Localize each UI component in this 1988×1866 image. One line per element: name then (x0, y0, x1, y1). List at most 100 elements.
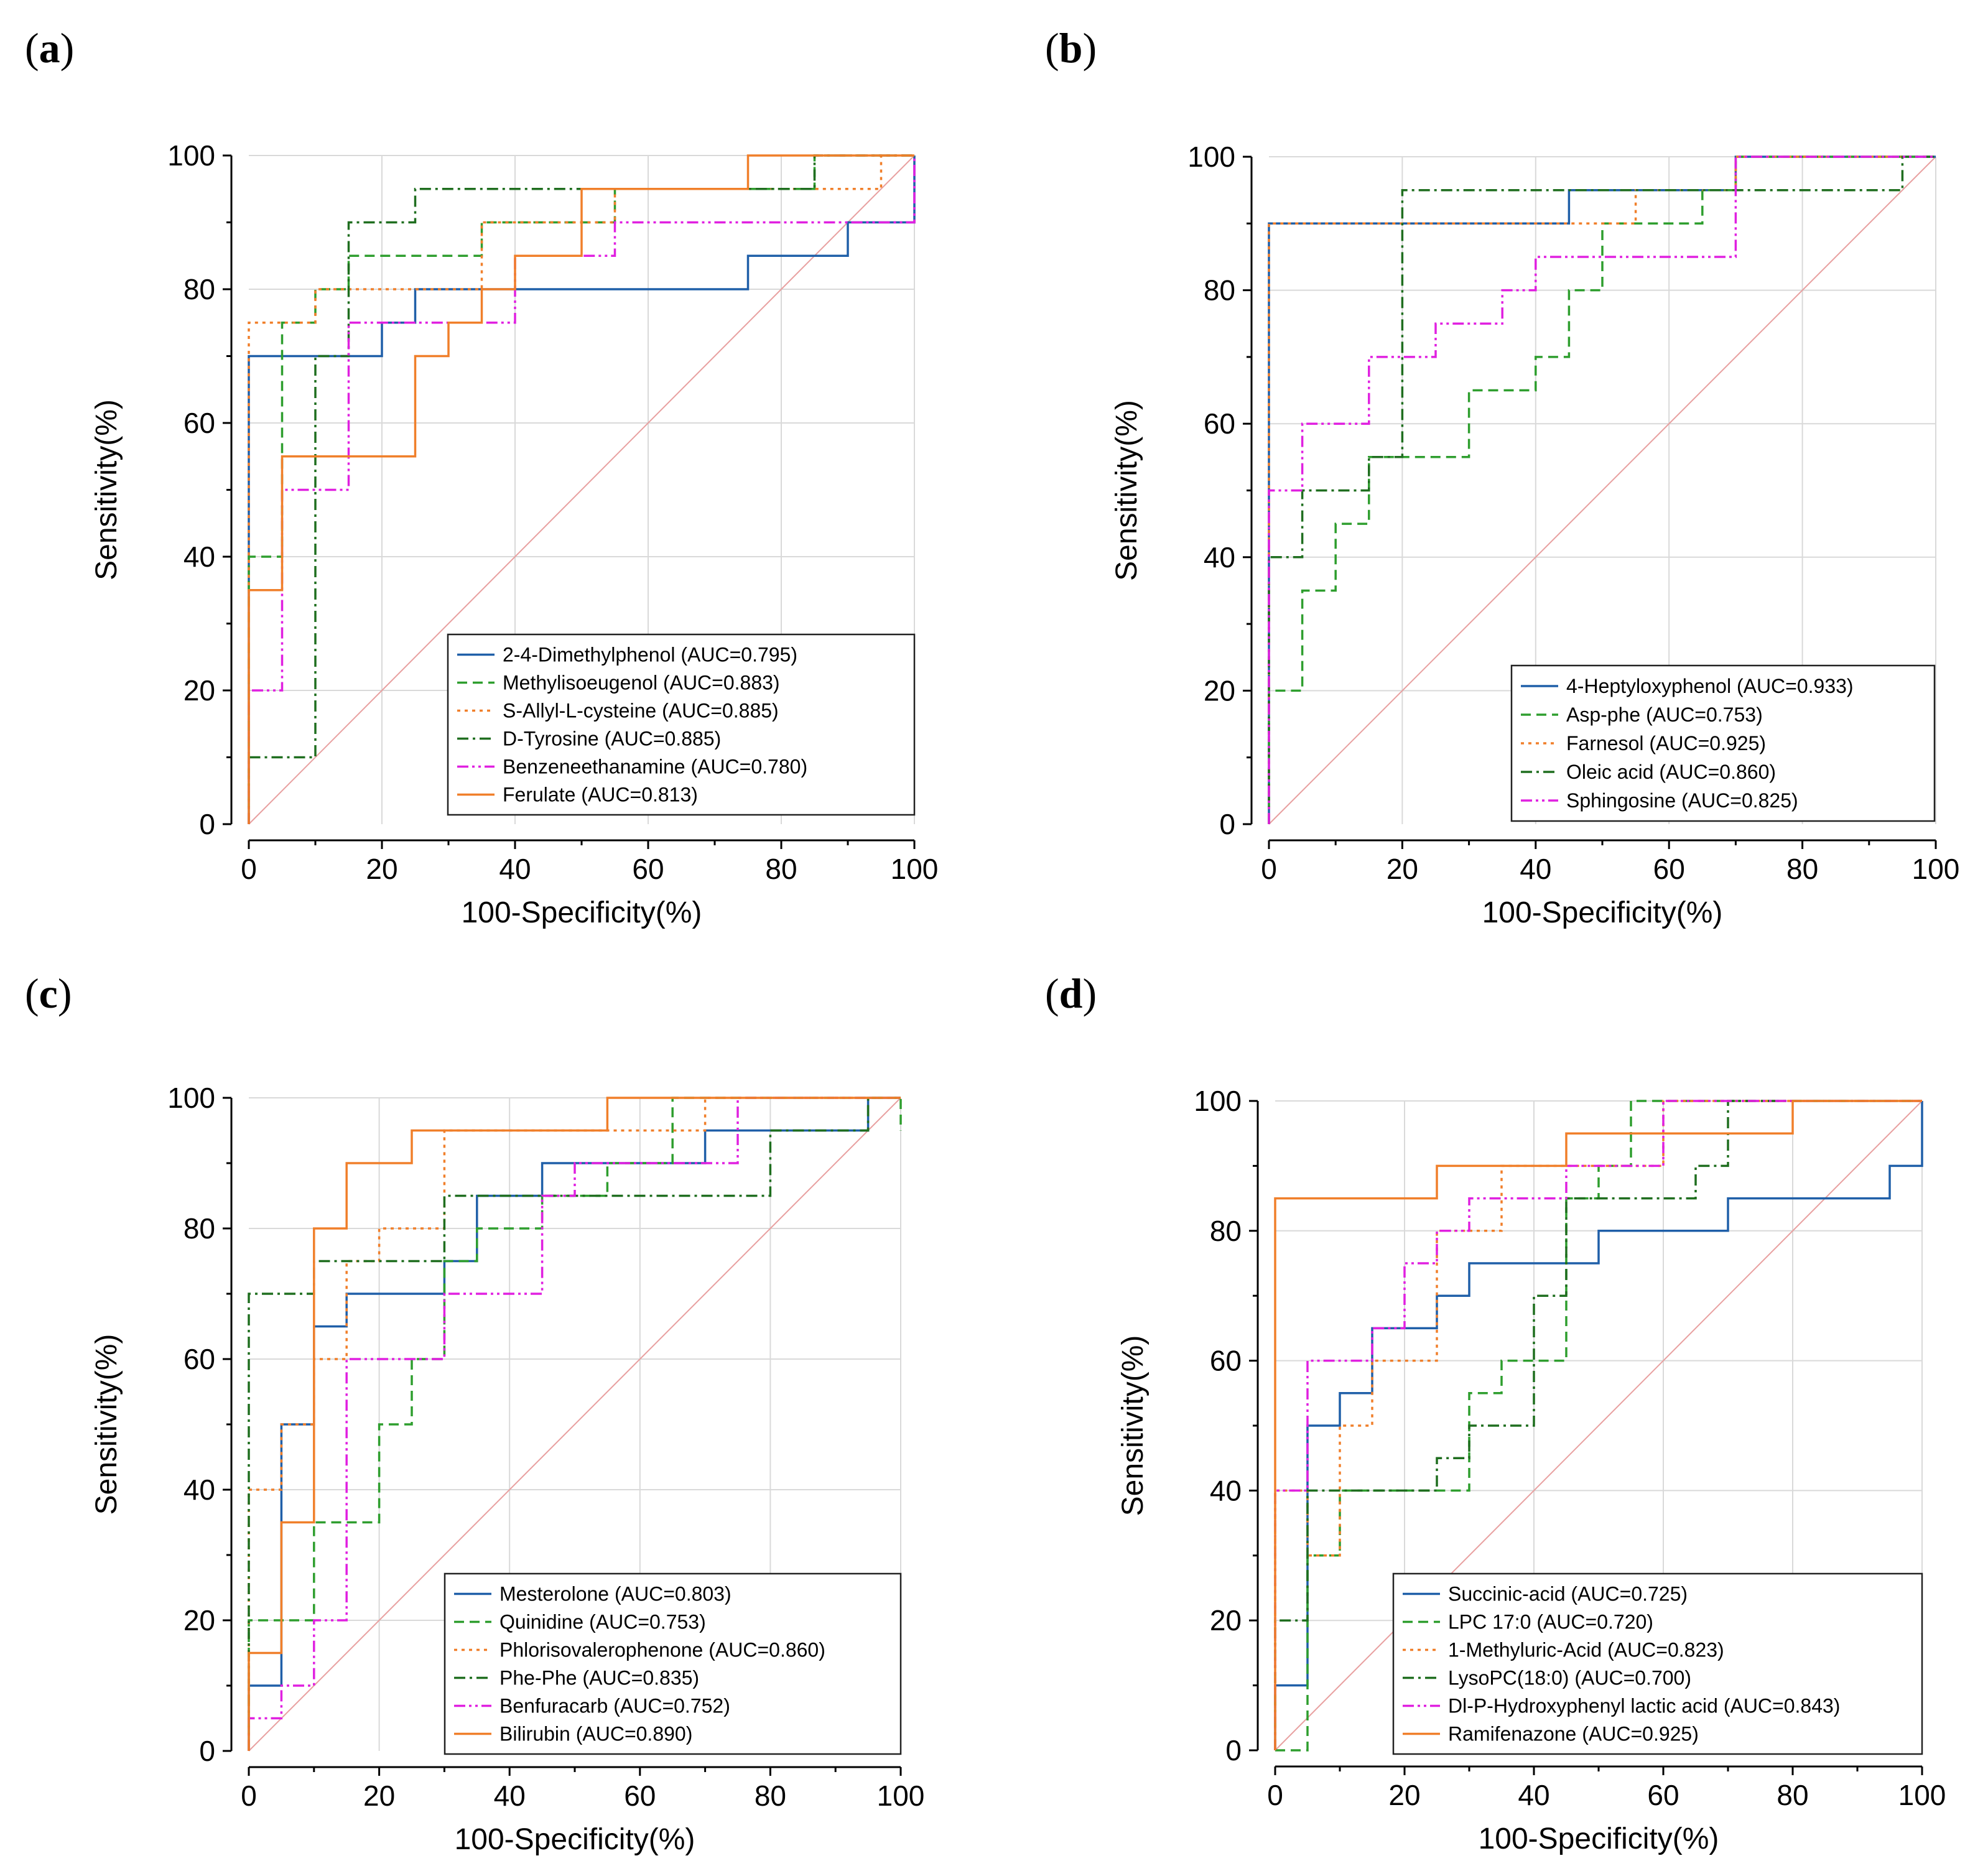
legend-entry: Phe-Phe (AUC=0.835) (499, 1667, 699, 1689)
legend-box (444, 1572, 902, 1755)
x-tick-label: 100 (1912, 853, 1960, 885)
legend-box (447, 633, 916, 816)
x-tick-label: 0 (241, 853, 257, 885)
legend-entry: Ramifenazone (AUC=0.925) (1448, 1723, 1699, 1745)
legend-entry: Asp-phe (AUC=0.753) (1566, 703, 1763, 726)
legend: Mesterolone (AUC=0.803) Quinidine (AUC=0.… (444, 1572, 902, 1755)
legend-box (1392, 1572, 1923, 1755)
legend-entry: Dl-P-Hydroxyphenyl lactic acid (AUC=0.84… (1448, 1695, 1840, 1717)
y-tick-label: 20 (183, 1604, 215, 1636)
panel-letter: (a) (25, 24, 74, 72)
y-tick-label: 40 (1204, 541, 1235, 573)
legend-entry: Quinidine (AUC=0.753) (499, 1611, 706, 1633)
panel-letter: (d) (1045, 970, 1097, 1017)
x-axis-title: 100-Specificity(%) (462, 896, 702, 929)
x-axis-title: 100-Specificity(%) (1479, 1822, 1719, 1855)
roc-curve-series-3 (248, 1097, 901, 1751)
legend-entry: Bilirubin (AUC=0.890) (499, 1723, 692, 1745)
y-tick-label: 40 (1210, 1474, 1242, 1506)
legend: 4-Heptyloxyphenol (AUC=0.933) Asp-phe (AU… (1510, 664, 1936, 822)
x-tick-label: 40 (1518, 1779, 1549, 1811)
x-tick-label: 40 (499, 853, 531, 885)
y-tick-label: 20 (1210, 1604, 1242, 1636)
y-tick-label: 20 (1204, 674, 1235, 707)
legend-entry: Methylisoeugenol (AUC=0.883) (503, 672, 780, 694)
y-axis-title: Sensitivity(%) (1110, 400, 1143, 581)
roc-curve-series-6 (248, 154, 914, 824)
panel-letter-value: d (1059, 970, 1083, 1017)
x-tick-label: 100 (1898, 1779, 1946, 1811)
legend-entry: D-Tyrosine (AUC=0.885) (503, 728, 721, 750)
legend-entry: Phlorisovalerophenone (AUC=0.860) (499, 1639, 825, 1661)
x-tick-label: 40 (1520, 853, 1551, 885)
panel-letter-value: a (39, 24, 60, 72)
y-tick-label: 0 (1225, 1734, 1242, 1766)
x-tick-label: 100 (891, 853, 939, 885)
panel-c: (c) 0 20 40 60 80 100 0 20 40 60 80 100 100-Specifici… (25, 970, 924, 1856)
legend-entry: Ferulate (AUC=0.813) (503, 784, 698, 806)
y-tick-label: 80 (1210, 1215, 1242, 1247)
x-tick-label: 20 (366, 853, 397, 885)
x-tick-label: 20 (1386, 853, 1418, 885)
legend-entry: 1-Methyluric-Acid (AUC=0.823) (1448, 1639, 1724, 1661)
y-axis-title: Sensitivity(%) (90, 1334, 123, 1515)
y-tick-label: 60 (183, 407, 215, 439)
y-tick-label: 80 (183, 273, 215, 305)
reference-diagonal (1268, 156, 1936, 825)
y-tick-label: 100 (1194, 1085, 1242, 1117)
y-tick-label: 0 (1219, 808, 1235, 840)
legend-entry: LysoPC(18:0) (AUC=0.700) (1448, 1667, 1691, 1689)
legend-box (1510, 664, 1936, 822)
x-tick-label: 100 (877, 1780, 925, 1812)
legend-entry: 4-Heptyloxyphenol (AUC=0.933) (1566, 675, 1854, 697)
legend-entry: Oleic acid (AUC=0.860) (1566, 761, 1776, 783)
panel-a: (a) 0 20 40 60 80 100 0 20 40 60 80 100 100-Specifici… (25, 24, 938, 929)
y-tick-label: 40 (183, 1474, 215, 1506)
x-tick-label: 80 (1786, 853, 1818, 885)
panel-d: (d) 0 20 40 60 80 100 0 20 40 60 80 100 100-Specifici… (1045, 970, 1946, 1855)
x-axis-title: 100-Specificity(%) (1482, 896, 1723, 929)
y-tick-label: 80 (183, 1212, 215, 1245)
reference-diagonal (248, 1097, 901, 1752)
legend-entry: Benzeneethanamine (AUC=0.780) (503, 756, 807, 778)
x-tick-label: 60 (632, 853, 664, 885)
roc-curve-series-5 (1268, 156, 1936, 824)
x-tick-label: 0 (1261, 853, 1277, 885)
legend-entry: Sphingosine (AUC=0.825) (1566, 789, 1798, 812)
y-tick-label: 0 (199, 1735, 215, 1767)
y-tick-label: 60 (1210, 1345, 1242, 1377)
x-tick-label: 60 (624, 1780, 656, 1812)
x-tick-label: 40 (494, 1780, 526, 1812)
legend-entry: Mesterolone (AUC=0.803) (499, 1583, 732, 1605)
roc-curve-series-6 (248, 1097, 901, 1751)
x-tick-label: 0 (1267, 1779, 1283, 1811)
roc-curve-series-4 (1274, 1100, 1922, 1750)
x-tick-label: 60 (1653, 853, 1685, 885)
roc-curve-series-4 (248, 154, 914, 824)
y-tick-label: 100 (1187, 141, 1235, 173)
y-axis-title: Sensitivity(%) (1117, 1335, 1150, 1516)
panel-letter-value: b (1059, 24, 1083, 72)
reference-diagonal (1275, 1100, 1923, 1751)
x-tick-label: 0 (241, 1780, 257, 1812)
reference-diagonal (248, 155, 915, 825)
y-tick-label: 60 (1204, 407, 1235, 440)
legend-entry: Farnesol (AUC=0.925) (1566, 732, 1766, 754)
y-tick-label: 0 (199, 808, 215, 840)
legend: 2-4-Dimethylphenol (AUC=0.795) Methylisoe… (447, 633, 916, 816)
panel-letter: (b) (1045, 24, 1097, 72)
y-tick-label: 100 (167, 1082, 215, 1114)
y-tick-label: 60 (183, 1343, 215, 1375)
y-axis-title: Sensitivity(%) (90, 399, 123, 580)
roc-curve-series-3 (248, 154, 914, 824)
legend-entry: S-Allyl-L-cysteine (AUC=0.885) (503, 700, 779, 722)
legend: Succinic-acid (AUC=0.725) LPC 17:0 (AUC=0… (1392, 1572, 1923, 1755)
roc-curve-series-6 (1274, 1100, 1922, 1750)
y-tick-label: 40 (183, 541, 215, 573)
y-tick-label: 100 (167, 139, 215, 172)
roc-curve-series-5 (248, 156, 916, 824)
legend-entry: Succinic-acid (AUC=0.725) (1448, 1583, 1688, 1605)
y-tick-label: 20 (183, 674, 215, 707)
panel-letter: (c) (25, 970, 72, 1017)
x-tick-label: 80 (755, 1780, 786, 1812)
